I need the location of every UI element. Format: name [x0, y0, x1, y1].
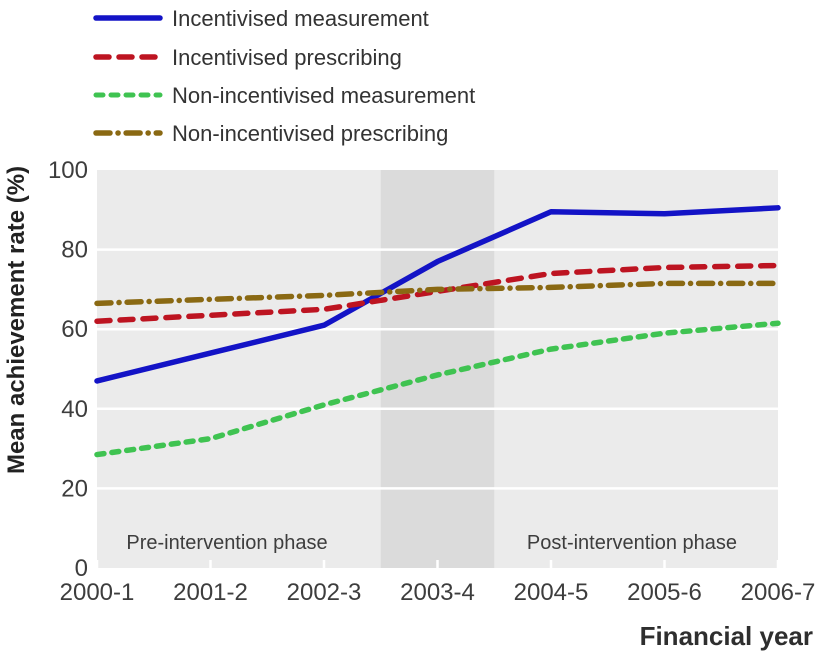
post-intervention-annotation: Post-intervention phase — [527, 532, 737, 554]
legend-item: Non-incentivised prescribing — [93, 121, 448, 146]
legend-label: Incentivised prescribing — [172, 45, 402, 70]
y-axis-title: Mean achievement rate (%) — [3, 166, 30, 474]
legend-item: Incentivised prescribing — [93, 45, 402, 70]
legend-item: Non-incentivised measurement — [93, 83, 475, 108]
x-axis-tick-labels: 2000-1 2001-2 2002-3 2003-4 2004-5 2005-6 2006… — [60, 579, 816, 606]
series-line-2 — [94, 320, 781, 458]
x-axis-title: Financial year — [640, 621, 813, 651]
series-line-1 — [94, 262, 781, 324]
series-line-3 — [94, 280, 781, 307]
x-tick-label: 2001-2 — [173, 579, 248, 606]
legend-label: Non-incentivised prescribing — [172, 121, 448, 146]
x-tick-label: 2003-4 — [400, 579, 475, 606]
pre-intervention-annotation: Pre-intervention phase — [126, 532, 327, 554]
legend-item: Incentivised measurement — [93, 6, 429, 31]
y-tick-label: 100 — [48, 157, 88, 184]
y-axis-tick-labels: 0 20 40 60 80 100 — [48, 157, 88, 582]
y-tick-label: 80 — [61, 237, 88, 264]
x-tick-label: 2005-6 — [627, 579, 702, 606]
legend-label: Non-incentivised measurement — [172, 83, 475, 108]
legend-label: Incentivised measurement — [172, 6, 429, 31]
series-line-0 — [94, 205, 781, 384]
y-tick-label: 60 — [61, 316, 88, 343]
x-tick-label: 2002-3 — [287, 579, 362, 606]
plot-area — [95, 170, 780, 569]
y-tick-label: 40 — [61, 396, 88, 423]
legend: Incentivised measurement Incentivised pr… — [93, 6, 475, 146]
intervention-band — [380, 170, 495, 568]
x-tick-label: 2000-1 — [60, 579, 135, 606]
x-tick-label: 2006-7 — [741, 579, 816, 606]
series-lines — [94, 205, 781, 458]
y-tick-label: 0 — [75, 555, 88, 582]
y-tick-label: 20 — [61, 475, 88, 502]
x-tick-label: 2004-5 — [514, 579, 589, 606]
